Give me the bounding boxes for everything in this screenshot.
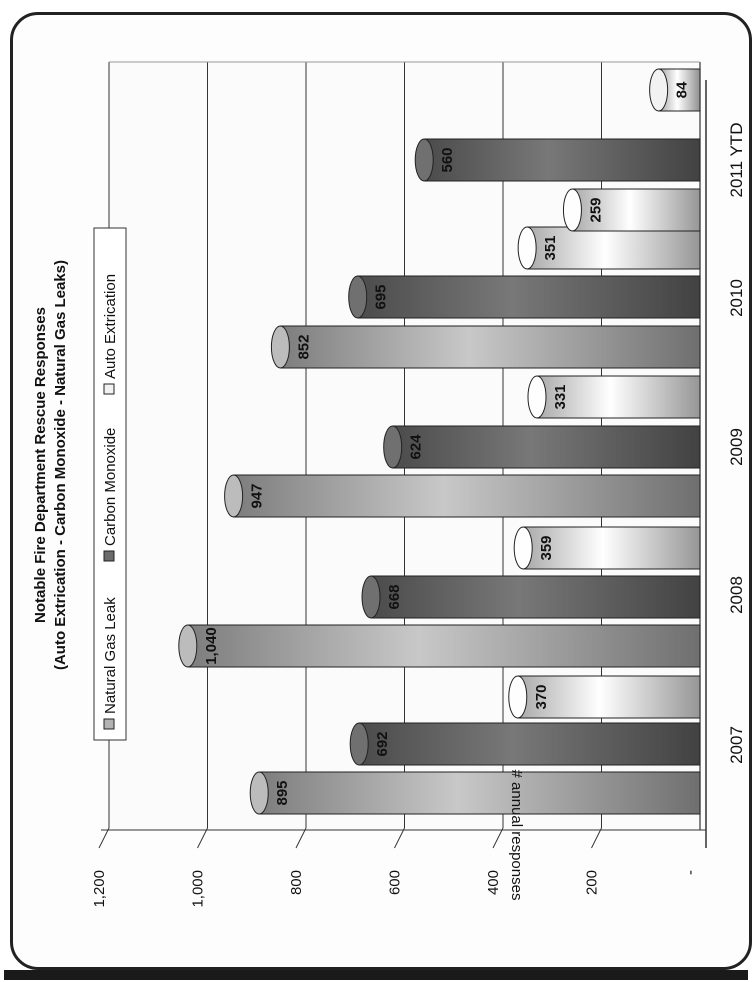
bar-cap (349, 722, 369, 766)
legend-label: Auto Extrication (102, 274, 119, 379)
y-tick-label: 400 (485, 870, 502, 895)
bar-group: 895 (249, 771, 701, 815)
bar-data-label: 359 (538, 535, 555, 560)
gridline-depth (394, 827, 405, 849)
bar-group: 624 (383, 425, 701, 469)
bar-cap (348, 275, 368, 319)
x-category-label: 2007 (727, 726, 746, 764)
bar (370, 575, 701, 619)
x-category-label: 2010 (727, 279, 746, 317)
bar-group: 370 (508, 675, 701, 719)
x-category-label: 2008 (727, 576, 746, 614)
bar-group: 668 (361, 575, 701, 619)
bar-data-label: 624 (408, 434, 425, 460)
bar-data-label: 560 (439, 147, 456, 172)
bar-group: 1,040 (178, 624, 701, 668)
gridline-depth (295, 827, 307, 849)
chart-subtitle: (Auto Extrication - Carbon Monoxide - Na… (52, 260, 69, 670)
text-layer: Notable Fire Department Rescue Responses… (32, 123, 746, 908)
bar-cap (517, 226, 537, 270)
bar-data-label: 370 (533, 684, 550, 709)
bar-cap (414, 138, 434, 182)
bar (517, 675, 701, 719)
bar-cap (508, 675, 528, 719)
bar-cap (270, 325, 290, 369)
bar-group: 560 (414, 138, 701, 182)
bar-cap (649, 68, 669, 112)
bar-group: 351 (517, 226, 701, 270)
y-tick-label: 1,000 (190, 870, 207, 908)
bar-cap (249, 771, 269, 815)
y-tick-label: 800 (288, 870, 305, 895)
bar (571, 188, 701, 232)
bar-data-label: 668 (386, 584, 403, 609)
bar (392, 425, 701, 469)
gridline-depth (492, 827, 504, 849)
bar (357, 275, 701, 319)
legend-box (93, 227, 127, 741)
bar-cap (562, 188, 582, 232)
bar-group: 695 (348, 275, 701, 319)
bar-cap (513, 526, 533, 570)
legend: Natural Gas Leak Carbon Monoxide Auto Extr… (93, 227, 127, 741)
legend-label: Carbon Monoxide (102, 428, 119, 546)
y-axis-label: # annual responses (508, 770, 525, 901)
y-tick-label: 1,200 (91, 870, 108, 908)
gridline-depth (591, 827, 602, 849)
legend-swatch (103, 383, 115, 395)
bar-group: 692 (349, 722, 701, 766)
legend-swatch (103, 718, 115, 730)
chart-title: Notable Fire Department Rescue Responses (32, 307, 49, 623)
bar (258, 771, 701, 815)
bar (233, 474, 701, 518)
bar-data-label: 84 (674, 81, 691, 98)
bar-cap (178, 624, 198, 668)
bar-cap (224, 474, 244, 518)
bar-group: 852 (270, 325, 701, 369)
bar (423, 138, 701, 182)
y-tick-label: - (682, 870, 699, 875)
legend-swatch (103, 550, 115, 562)
bar-layer: 895 1,040 947 852 692 668 624 695 560 370 359 331 35… (178, 68, 701, 815)
bar-cap (361, 575, 381, 619)
legend-label: Natural Gas Leak (102, 597, 119, 714)
bar (522, 526, 701, 570)
bottom-border-bar (4, 970, 748, 980)
bar-data-label: 895 (274, 780, 291, 805)
bar-data-label: 695 (373, 284, 390, 309)
bar-data-label: 1,040 (203, 627, 220, 665)
bar-cap (383, 425, 403, 469)
bar (279, 325, 701, 369)
bar-data-label: 852 (295, 334, 312, 359)
bar-cap (527, 375, 547, 419)
y-tick-label: 600 (387, 870, 404, 895)
bar-group: 331 (527, 375, 701, 419)
bar (187, 624, 701, 668)
x-category-label: 2011 YTD (727, 123, 746, 198)
gridline-depth (98, 827, 110, 849)
y-tick-label: 200 (584, 870, 601, 895)
x-category-label: 2009 (727, 428, 746, 466)
bar-group: 359 (513, 526, 701, 570)
bar-group: 947 (224, 474, 701, 518)
bar-data-label: 331 (552, 384, 569, 409)
bar-data-label: 351 (542, 235, 559, 260)
bar-data-label: 692 (374, 731, 391, 756)
bar (526, 226, 701, 270)
bar-data-label: 259 (587, 197, 604, 222)
gridline-depth (197, 827, 208, 849)
bar (536, 375, 701, 419)
bar-group: 84 (649, 68, 701, 112)
bar-data-label: 947 (249, 483, 266, 508)
bar-group: 259 (562, 188, 701, 232)
bar (358, 722, 701, 766)
